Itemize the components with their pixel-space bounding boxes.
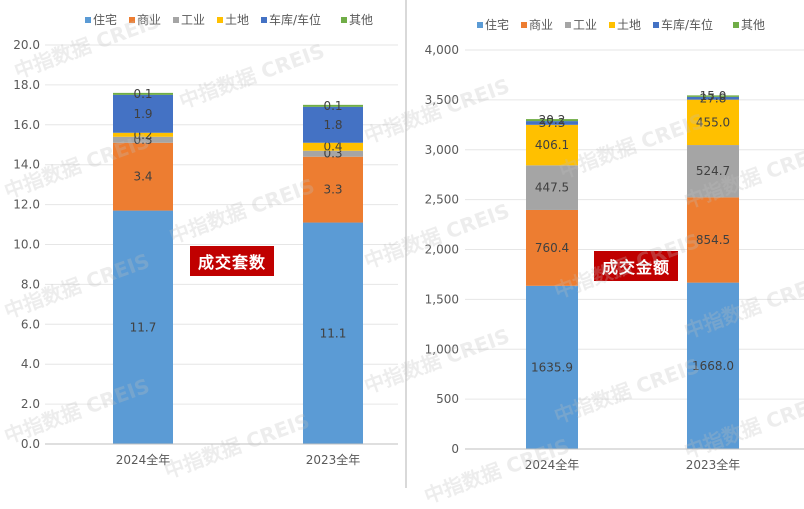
legend-swatch [173, 17, 179, 23]
bar-segment [687, 99, 739, 146]
y-tick-label: 10.0 [13, 238, 40, 252]
y-tick-label: 2.0 [21, 397, 40, 411]
y-tick-label: 3,000 [425, 143, 459, 157]
chart-panel-amount: 0 500 1,000 1,500 2,000 2,500 3,000 3,500 4,000 住… [405, 0, 804, 488]
bar-segment [687, 145, 739, 198]
y-tick-label: 1,500 [425, 292, 459, 306]
legend-label: 工业 [181, 13, 205, 27]
data-label: 1.8 [323, 118, 342, 132]
x-tick-label: 2023全年 [306, 452, 361, 467]
legend-label: 土地 [225, 13, 249, 27]
y-tick-label: 500 [436, 392, 459, 406]
legend-swatch [341, 17, 347, 23]
bar-segment [113, 210, 173, 444]
legend-swatch [565, 22, 571, 28]
data-label: 0.4 [323, 140, 342, 154]
legend-swatch [217, 17, 223, 23]
legend-swatch [85, 17, 91, 23]
x-tick-label: 2024全年 [116, 452, 171, 467]
bar-segment [526, 121, 578, 125]
y-tick-label: 1,000 [425, 342, 459, 356]
bar-segment [113, 132, 173, 137]
data-label: 1635.9 [531, 360, 573, 374]
legend-swatch [609, 22, 615, 28]
bar-segment [526, 124, 578, 166]
bar-segment [303, 150, 363, 157]
legend-swatch [733, 22, 739, 28]
y-tick-label: 4.0 [21, 357, 40, 371]
data-label: 854.5 [696, 233, 730, 247]
x-tick-label: 2024全年 [525, 457, 580, 472]
data-label: 1668.0 [692, 359, 734, 373]
y-tick-label: 16.0 [13, 118, 40, 132]
data-label: 0.1 [323, 99, 342, 113]
bar-segment [303, 142, 363, 151]
data-label: 3.3 [323, 183, 342, 197]
bar-segment [303, 156, 363, 223]
y-tick-label: 4,000 [425, 43, 459, 57]
y-tick-label: 12.0 [13, 198, 40, 212]
bar-segment [687, 96, 739, 100]
y-tick-label: 3,500 [425, 93, 459, 107]
bar-segment [113, 142, 173, 211]
data-label: 447.5 [535, 181, 569, 195]
bar-segment [687, 282, 739, 449]
legend-label: 车库/车位 [269, 12, 321, 27]
chart-units-svg: 0.0 2.0 4.0 6.0 8.0 10.0 12.0 14.0 16.0 18.0 20.0 住… [13, 12, 398, 467]
data-label: 27.8 [700, 91, 727, 105]
y-tick-label: 0 [451, 442, 459, 456]
y-tick-label: 20.0 [13, 38, 40, 52]
legend-label: 住宅 [93, 12, 117, 27]
data-label: 0.1 [133, 87, 152, 101]
bar-segment [303, 106, 363, 143]
x-tick-label: 2023全年 [686, 457, 741, 472]
legend-swatch [521, 22, 527, 28]
data-label: 1.9 [133, 107, 152, 121]
legend-label: 土地 [617, 18, 641, 32]
data-label: 524.7 [696, 164, 730, 178]
bar-segment [687, 95, 739, 97]
data-label: 455.0 [696, 115, 730, 129]
legend-swatch [261, 17, 267, 23]
legend-label: 车库/车位 [661, 17, 713, 32]
bar-segment [526, 119, 578, 122]
chart-tag-units: 成交套数 [190, 246, 275, 276]
y-tick-label: 6.0 [21, 317, 40, 331]
data-label: 15.0 [700, 89, 727, 103]
y-tick-label: 14.0 [13, 158, 40, 172]
chart-tag-amount: 成交金额 [594, 251, 679, 281]
bar-segment [687, 197, 739, 283]
legend-label: 工业 [573, 18, 597, 32]
data-label: 11.1 [320, 326, 347, 340]
legend-label: 住宅 [485, 17, 509, 32]
legend-label: 其他 [349, 13, 373, 27]
bar-segment [113, 94, 173, 133]
y-tick-label: 8.0 [21, 277, 40, 291]
chart-amount-svg: 0 500 1,000 1,500 2,000 2,500 3,000 3,500 4,000 住… [425, 17, 804, 472]
y-tick-label: 18.0 [13, 78, 40, 92]
data-label: 11.7 [130, 320, 157, 334]
bar-segment [526, 285, 578, 449]
y-tick-label: 0.0 [21, 437, 40, 451]
legend-swatch [477, 22, 483, 28]
bar-segment [526, 165, 578, 210]
data-label: 3.4 [133, 170, 152, 184]
data-label: 406.1 [535, 138, 569, 152]
y-tick-label: 2,500 [425, 193, 459, 207]
bar-segment [303, 104, 363, 107]
legend-label: 商业 [529, 17, 553, 32]
data-label: 20.2 [539, 113, 566, 127]
chart-panel-units: 0.0 2.0 4.0 6.0 8.0 10.0 12.0 14.0 16.0 18.0 20.0 住… [0, 0, 400, 488]
legend-label: 其他 [741, 18, 765, 32]
legend-swatch [653, 22, 659, 28]
legend-label: 商业 [137, 12, 161, 27]
bar-segment [303, 222, 363, 444]
bar-segment [526, 209, 578, 286]
legend-swatch [129, 17, 135, 23]
bar-segment [113, 92, 173, 95]
y-tick-label: 2,000 [425, 243, 459, 257]
data-label: 760.4 [535, 241, 569, 255]
bar-segment [113, 136, 173, 143]
